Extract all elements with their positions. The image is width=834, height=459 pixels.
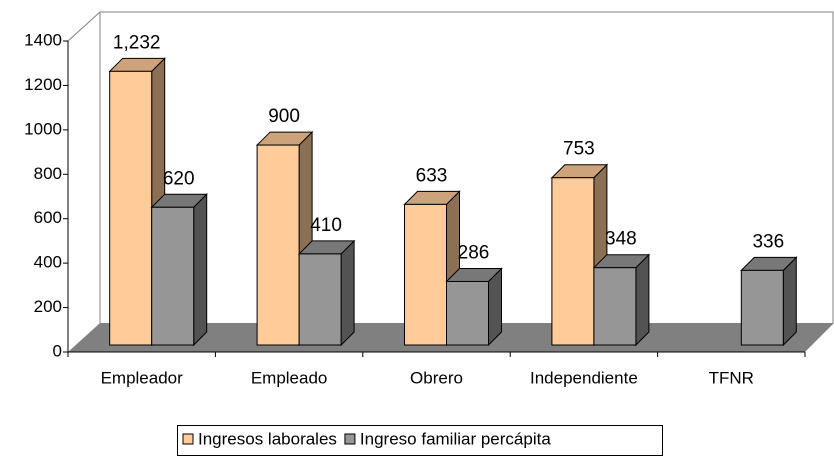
value-label: 753: [563, 139, 595, 160]
y-tick-label: 600: [34, 208, 62, 227]
bar-front: [404, 203, 447, 346]
bar: [592, 253, 651, 347]
bar: [150, 193, 208, 347]
bar-side: [340, 239, 355, 347]
value-label: 336: [752, 231, 784, 252]
y-tick-label: 1400: [24, 30, 62, 49]
back-wall: [67, 11, 834, 323]
value-label: 286: [458, 242, 490, 263]
bar-front: [298, 253, 342, 346]
legend-swatch: [344, 433, 356, 445]
bar-front: [256, 144, 300, 346]
bar-front: [593, 267, 637, 346]
y-tick-label: 800: [34, 164, 62, 183]
bar: [445, 267, 503, 347]
value-label: 633: [416, 165, 448, 186]
legend-label: Ingreso familiar percápita: [360, 429, 551, 448]
legend-swatch: [182, 433, 194, 445]
value-label: 1,232: [113, 32, 161, 53]
bar-front: [151, 206, 195, 346]
x-tick-label: Independiente: [530, 368, 638, 387]
y-tick-label: 1000: [24, 119, 62, 138]
bar: [403, 190, 461, 347]
value-label: 348: [605, 229, 637, 250]
legend-label: Ingresos laborales: [198, 429, 337, 448]
bar-side: [782, 256, 797, 347]
bar-front: [109, 70, 153, 346]
bar: [297, 239, 356, 347]
bar-side: [635, 253, 650, 347]
value-label: 410: [310, 215, 342, 236]
y-tick-label: 200: [34, 297, 62, 316]
x-tick-label: Obrero: [410, 368, 463, 387]
value-label: 900: [268, 106, 300, 127]
legend: [177, 425, 663, 456]
bar: [740, 256, 798, 347]
x-tick-label: Empleado: [251, 368, 328, 387]
y-tick-label: 400: [34, 253, 62, 272]
bar-front: [551, 177, 595, 346]
x-tick-label: Empleador: [101, 368, 184, 387]
x-tick-label: TFNR: [709, 368, 754, 387]
bar-front: [740, 269, 784, 346]
y-tick-label: 0: [53, 341, 62, 360]
bar-front: [446, 280, 489, 346]
value-label: 620: [163, 168, 195, 189]
bar-side: [193, 193, 208, 347]
y-tick-label: 1200: [24, 75, 62, 94]
